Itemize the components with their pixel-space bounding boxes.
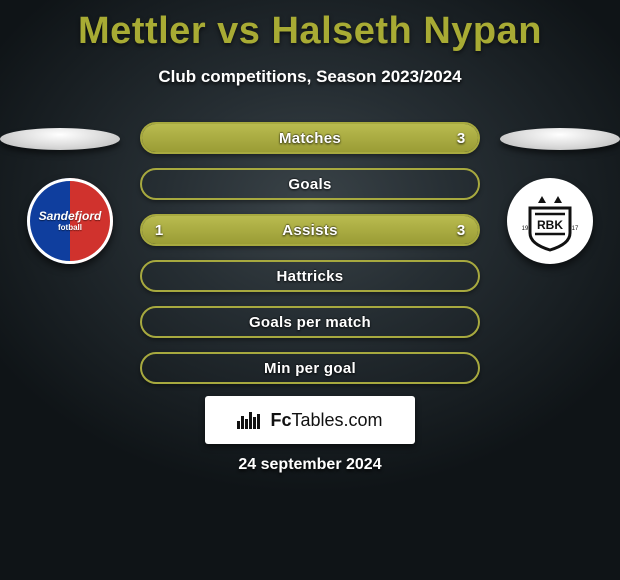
stat-label: Min per goal [142, 354, 478, 382]
club-crest-left: Sandefjord fotball [20, 178, 120, 263]
stat-label: Goals per match [142, 308, 478, 336]
crest-left-sub: fotball [39, 224, 102, 232]
brand-text: FcTables.com [270, 410, 382, 431]
stat-label: Assists [142, 216, 478, 244]
stat-label: Hattricks [142, 262, 478, 290]
svg-text:17: 17 [572, 226, 579, 232]
date-text: 24 september 2024 [0, 456, 620, 474]
page-title: Mettler vs Halseth Nypan [0, 0, 620, 53]
rbk-badge: RBK 19 17 [507, 178, 593, 264]
svg-text:RBK: RBK [537, 218, 563, 232]
stats-list: Matches3GoalsAssists13HattricksGoals per… [140, 122, 480, 398]
stat-row: Goals per match [140, 306, 480, 338]
bar-chart-icon [237, 412, 260, 429]
stat-row: Hattricks [140, 260, 480, 292]
stat-row: Goals [140, 168, 480, 200]
club-crest-right: RBK 19 17 [500, 178, 600, 263]
player-platform-left [0, 128, 120, 150]
comparison-card: Mettler vs Halseth Nypan Club competitio… [0, 0, 620, 580]
crest-left-name: Sandefjord [39, 209, 102, 223]
rbk-badge-svg: RBK 19 17 [515, 186, 585, 256]
stat-row: Min per goal [140, 352, 480, 384]
stat-label: Goals [142, 170, 478, 198]
subtitle: Club competitions, Season 2023/2024 [0, 67, 620, 87]
stat-label: Matches [142, 124, 478, 152]
player-platform-right [500, 128, 620, 150]
stat-value-right: 3 [444, 216, 478, 244]
brand-badge: FcTables.com [205, 396, 415, 444]
sandefjord-badge: Sandefjord fotball [27, 178, 113, 264]
svg-text:19: 19 [522, 226, 529, 232]
stat-row: Assists1 3 [140, 214, 480, 246]
stat-value-left: 1 [142, 216, 176, 244]
stat-value-right: 3 [444, 124, 478, 152]
stat-row: Matches3 [140, 122, 480, 154]
